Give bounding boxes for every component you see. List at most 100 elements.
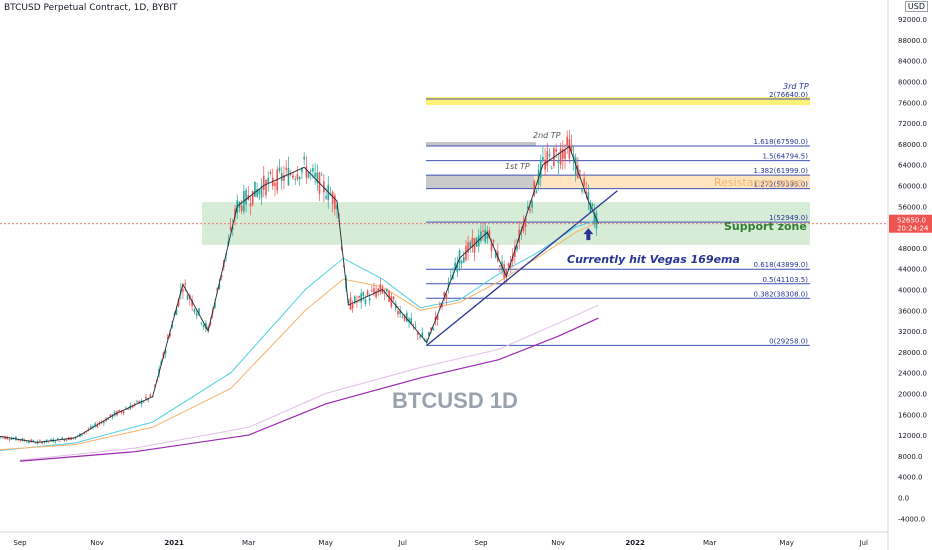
candle <box>527 206 529 209</box>
candle <box>118 409 120 412</box>
candle <box>535 191 538 193</box>
candle <box>164 350 167 354</box>
candle <box>169 332 171 337</box>
candle <box>561 149 564 159</box>
candle <box>28 441 30 443</box>
candle <box>375 291 377 297</box>
candle <box>191 300 193 307</box>
candle <box>397 310 399 315</box>
candle <box>566 136 569 146</box>
candle <box>587 192 590 200</box>
third-tp-label: 3rd TP <box>783 82 809 91</box>
candle <box>50 439 52 441</box>
last-price-countdown: 20:24:24 <box>897 225 929 233</box>
ema-cyan <box>0 218 599 452</box>
candle <box>452 275 454 280</box>
candle <box>392 296 395 300</box>
candle <box>509 263 512 268</box>
candle <box>296 173 299 180</box>
fib-label: 1.272(59393.0) <box>754 181 809 189</box>
candle <box>41 441 43 444</box>
candle <box>142 401 145 403</box>
candle <box>136 400 138 402</box>
candle <box>340 246 343 250</box>
candle <box>207 326 209 330</box>
candle <box>381 287 384 294</box>
price-tick-label: 32000.0 <box>898 328 927 336</box>
time-tick-label: Sep <box>13 539 27 547</box>
candle <box>516 245 518 251</box>
candle <box>428 331 430 336</box>
trendline <box>426 190 618 346</box>
price-tick-label: 44000.0 <box>898 266 927 274</box>
candle <box>65 439 68 441</box>
candle <box>249 203 252 207</box>
price-tick-label: 88000.0 <box>898 37 927 45</box>
candle <box>96 425 99 427</box>
candle <box>471 237 474 248</box>
candle <box>274 182 276 187</box>
chart-title: BTCUSD Perpetual Contract, 1D, BYBIT <box>4 3 178 13</box>
candle <box>149 394 152 397</box>
candle <box>366 291 369 296</box>
candle <box>61 438 63 440</box>
candle <box>234 208 236 218</box>
price-tick-label: 48000.0 <box>898 245 927 253</box>
candle <box>193 308 196 313</box>
candle <box>539 161 542 179</box>
candle <box>34 442 37 444</box>
candle <box>312 167 314 172</box>
candle <box>568 139 571 159</box>
candle <box>449 274 452 276</box>
candle <box>316 172 319 184</box>
candle <box>298 177 301 180</box>
candle <box>364 299 367 304</box>
time-tick-label: Jul <box>397 539 407 547</box>
time-tick-label: May <box>779 539 793 547</box>
third-tp-zone <box>426 96 810 105</box>
price-tick-label: 68000.0 <box>898 141 927 149</box>
candle <box>138 400 141 404</box>
candle <box>522 223 525 231</box>
candle <box>360 293 362 303</box>
candle <box>390 296 393 307</box>
candle <box>419 336 421 338</box>
candle <box>30 439 32 443</box>
candle <box>417 331 419 336</box>
candle <box>408 318 410 322</box>
candle <box>403 314 406 321</box>
time-tick-label: Sep <box>474 539 488 547</box>
candle <box>113 411 116 416</box>
candle <box>467 242 469 253</box>
price-tick-label: 24000.0 <box>898 370 927 378</box>
candle <box>557 161 560 163</box>
candle <box>507 263 510 266</box>
candle <box>524 217 527 227</box>
candle <box>379 284 382 292</box>
fib-label: 0.618(43899.0) <box>754 261 809 269</box>
candle <box>70 437 72 440</box>
price-tick-label: 16000.0 <box>898 411 927 419</box>
second-tp-label: 2nd TP <box>533 131 561 140</box>
price-tick-label: 60000.0 <box>898 183 927 191</box>
fib-label: 2(76640.0) <box>769 91 808 99</box>
fib-label: 0.5(41103.5) <box>762 276 808 284</box>
candle <box>564 149 566 160</box>
candle <box>267 177 270 184</box>
candle <box>240 205 243 212</box>
candle <box>323 181 325 193</box>
candle <box>285 167 288 170</box>
candle <box>405 312 408 322</box>
time-tick-label: Jul <box>858 539 868 547</box>
gray-zone-1st-tp <box>426 175 534 189</box>
annotation-note: Currently hit Vegas 169ema <box>567 253 740 266</box>
candle <box>83 432 86 434</box>
candle <box>216 288 218 290</box>
candle <box>432 328 435 331</box>
candle <box>220 275 223 277</box>
candle <box>583 178 585 186</box>
candle <box>353 296 356 304</box>
candle <box>585 191 588 194</box>
candle <box>533 180 536 196</box>
